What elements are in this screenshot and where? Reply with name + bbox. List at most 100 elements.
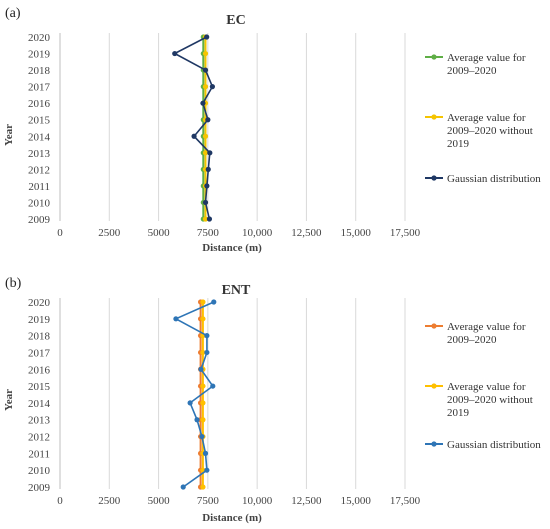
y-tick-label: 2016	[28, 98, 51, 110]
legend-label: 2009–2020	[447, 65, 497, 77]
data-point	[200, 100, 206, 106]
x-tick-label: 5000	[148, 227, 171, 239]
data-point	[198, 366, 204, 372]
legend-label: Gaussian distribution	[447, 173, 541, 185]
y-tick-label: 2018	[28, 65, 51, 77]
x-tick-label: 7500	[197, 495, 220, 507]
data-point	[200, 400, 206, 406]
panel-a-x-axis-title: Distance (m)	[202, 242, 262, 254]
y-tick-label: 2013	[28, 415, 51, 427]
x-tick-label: 15,000	[341, 227, 372, 239]
x-tick-label: 5000	[148, 495, 171, 507]
data-point	[207, 150, 213, 156]
y-tick-label: 2015	[28, 115, 51, 127]
legend-swatch-marker	[431, 175, 437, 181]
panel-b-title: ENT	[222, 283, 251, 298]
data-point	[187, 400, 193, 406]
data-point	[206, 216, 213, 222]
data-point	[202, 199, 209, 206]
data-point	[180, 484, 186, 490]
y-tick-label: 2010	[28, 197, 51, 209]
legend-label: Average value for	[447, 52, 526, 64]
legend-label: 2019	[447, 407, 470, 419]
panel-b-plot: 0 2500 5000 7500 10,000 12,500 15,000 17,500 200…	[28, 297, 541, 507]
data-point	[200, 349, 206, 356]
panel-a-plot: 0 2500 5000 7500 10,000 12,500 15,000 17,500 200…	[28, 32, 541, 239]
y-tick-label: 2011	[28, 448, 50, 460]
panel-a-label: (a)	[5, 6, 21, 21]
y-tick-label: 2016	[28, 364, 51, 376]
legend-label: Average value for	[447, 381, 526, 393]
data-point	[204, 34, 210, 40]
series-line	[172, 36, 214, 220]
data-point	[210, 383, 216, 389]
data-point	[211, 299, 217, 305]
x-tick-label: 10,000	[242, 495, 273, 507]
y-tick-label: 2009	[28, 482, 51, 494]
x-tick-label: 0	[57, 227, 63, 239]
data-point	[200, 417, 206, 423]
x-tick-label: 2500	[98, 227, 121, 239]
legend-swatch-marker	[431, 323, 437, 329]
data-point	[209, 84, 215, 90]
legend-swatch-marker	[431, 383, 437, 389]
y-tick-label: 2015	[28, 381, 51, 393]
legend-swatch-marker	[431, 54, 437, 60]
y-tick-label: 2010	[28, 465, 51, 477]
legend-label: Average value for	[447, 112, 526, 124]
data-point	[200, 484, 206, 490]
panel-a-title: EC	[226, 13, 245, 28]
y-tick-label: 2020	[28, 32, 51, 44]
y-tick-label: 2019	[28, 314, 51, 326]
x-tick-label: 17,500	[390, 227, 421, 239]
legend-label: 2009–2020 without	[447, 125, 533, 137]
x-tick-label: 17,500	[390, 495, 421, 507]
y-tick-label: 2017	[28, 82, 51, 94]
data-point	[202, 216, 209, 222]
legend-swatch-marker	[431, 114, 437, 120]
y-tick-label: 2020	[28, 297, 51, 309]
data-point	[202, 133, 209, 139]
data-point	[204, 349, 210, 356]
data-point	[202, 67, 209, 73]
legend-label: 2019	[447, 138, 470, 150]
legend-label: Gaussian distribution	[447, 439, 541, 451]
x-tick-label: 2500	[98, 495, 121, 507]
legend-label: 2009–2020 without	[447, 394, 533, 406]
data-point	[173, 316, 179, 322]
data-point	[202, 150, 209, 156]
x-tick-label: 7500	[197, 227, 220, 239]
y-tick-label: 2014	[28, 398, 51, 410]
x-tick-label: 10,000	[242, 227, 273, 239]
data-point	[202, 50, 209, 57]
y-tick-label: 2013	[28, 148, 51, 160]
data-point	[202, 450, 209, 456]
legend-label: Average value for	[447, 321, 526, 333]
data-point	[205, 166, 211, 172]
panel-a-y-axis-title: Year	[3, 124, 15, 146]
data-point	[200, 299, 206, 305]
legend-label: 2009–2020	[447, 334, 497, 346]
x-tick-label: 15,000	[341, 495, 372, 507]
panel-b-x-axis-title: Distance (m)	[202, 512, 262, 524]
panel-b-y-axis-title: Year	[3, 389, 15, 411]
data-point	[200, 383, 206, 389]
panel-b-label: (b)	[5, 276, 22, 291]
data-point	[204, 333, 210, 339]
y-tick-label: 2017	[28, 347, 51, 359]
data-point	[205, 117, 211, 123]
data-point	[199, 433, 205, 440]
data-point	[200, 316, 206, 322]
data-point	[172, 50, 178, 57]
series-line	[174, 301, 215, 488]
x-tick-label: 12,500	[291, 495, 322, 507]
y-tick-label: 2014	[28, 131, 51, 143]
data-point	[202, 84, 209, 90]
legend-swatch-marker	[431, 441, 437, 447]
y-tick-label: 2018	[28, 331, 51, 343]
data-point	[194, 417, 200, 423]
x-tick-label: 12,500	[291, 227, 322, 239]
y-tick-label: 2012	[28, 432, 50, 444]
y-tick-label: 2019	[28, 49, 51, 61]
